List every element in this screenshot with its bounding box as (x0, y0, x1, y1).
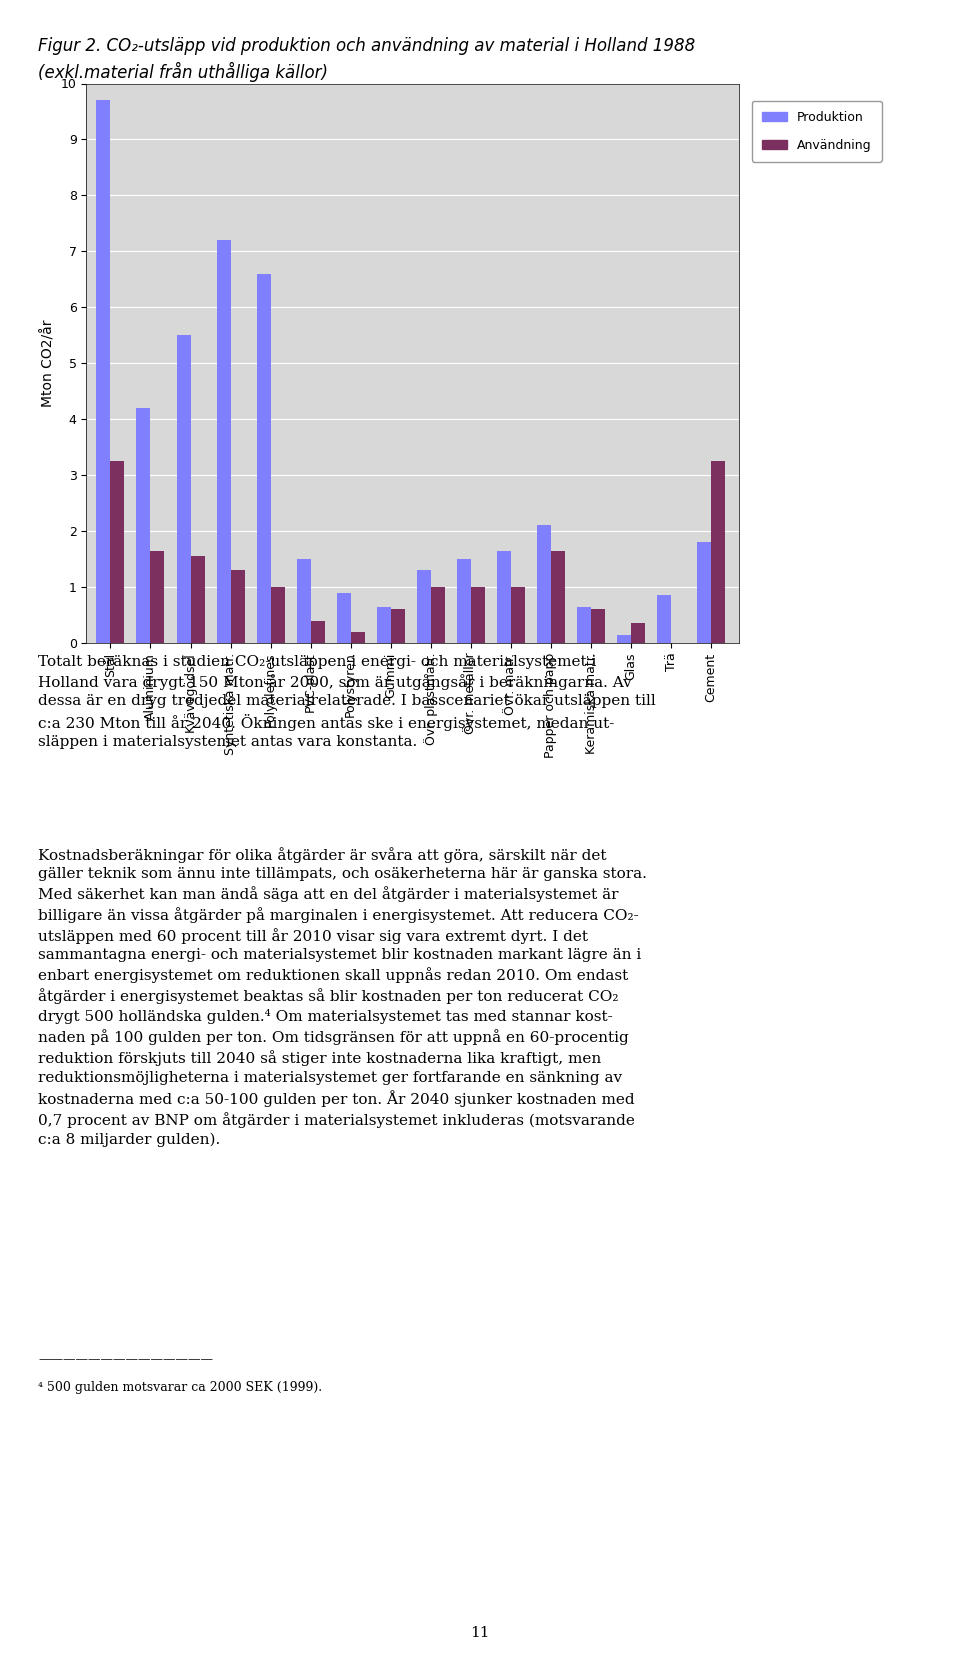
Bar (136, 407, 151, 643)
Bar (311, 621, 324, 643)
Bar (337, 593, 350, 643)
Bar (96, 100, 110, 643)
Bar (110, 461, 125, 643)
Bar (657, 596, 671, 643)
Bar (697, 543, 711, 643)
Bar (617, 635, 631, 643)
Text: (exkl.material från uthålliga källor): (exkl.material från uthålliga källor) (38, 62, 328, 82)
Text: Kostnadsberäkningar för olika åtgärder är svåra att göra, särskilt när det
gälle: Kostnadsberäkningar för olika åtgärder ä… (38, 847, 647, 1147)
Bar (511, 588, 525, 643)
Bar (376, 606, 391, 643)
Bar (431, 588, 444, 643)
Text: Totalt beräknas i studien CO₂-utsläppen i energi- och materialsystemet i
Holland: Totalt beräknas i studien CO₂-utsläppen … (38, 655, 656, 750)
Bar (177, 336, 190, 643)
Bar (217, 240, 230, 643)
Bar (230, 569, 245, 643)
Bar (190, 556, 204, 643)
Bar (350, 631, 365, 643)
Bar (577, 606, 591, 643)
Bar (551, 551, 565, 643)
Bar (497, 551, 511, 643)
Bar (271, 588, 285, 643)
Text: ——————————————: —————————————— (38, 1353, 213, 1366)
Bar (391, 610, 405, 643)
Bar (537, 526, 551, 643)
Y-axis label: Mton CO2/år: Mton CO2/år (40, 319, 56, 407)
Bar (256, 274, 271, 643)
Bar (417, 569, 431, 643)
Bar (591, 610, 605, 643)
Bar (470, 588, 485, 643)
Bar (151, 551, 164, 643)
Bar (711, 461, 725, 643)
Bar (457, 559, 470, 643)
Bar (631, 623, 645, 643)
Text: ⁴ 500 gulden motsvarar ca 2000 SEK (1999).: ⁴ 500 gulden motsvarar ca 2000 SEK (1999… (38, 1381, 323, 1394)
Bar (297, 559, 311, 643)
Text: Figur 2. CO₂-utsläpp vid produktion och användning av material i Holland 1988: Figur 2. CO₂-utsläpp vid produktion och … (38, 37, 696, 55)
Text: 11: 11 (470, 1627, 490, 1640)
Legend: Produktion, Användning: Produktion, Användning (752, 100, 881, 162)
